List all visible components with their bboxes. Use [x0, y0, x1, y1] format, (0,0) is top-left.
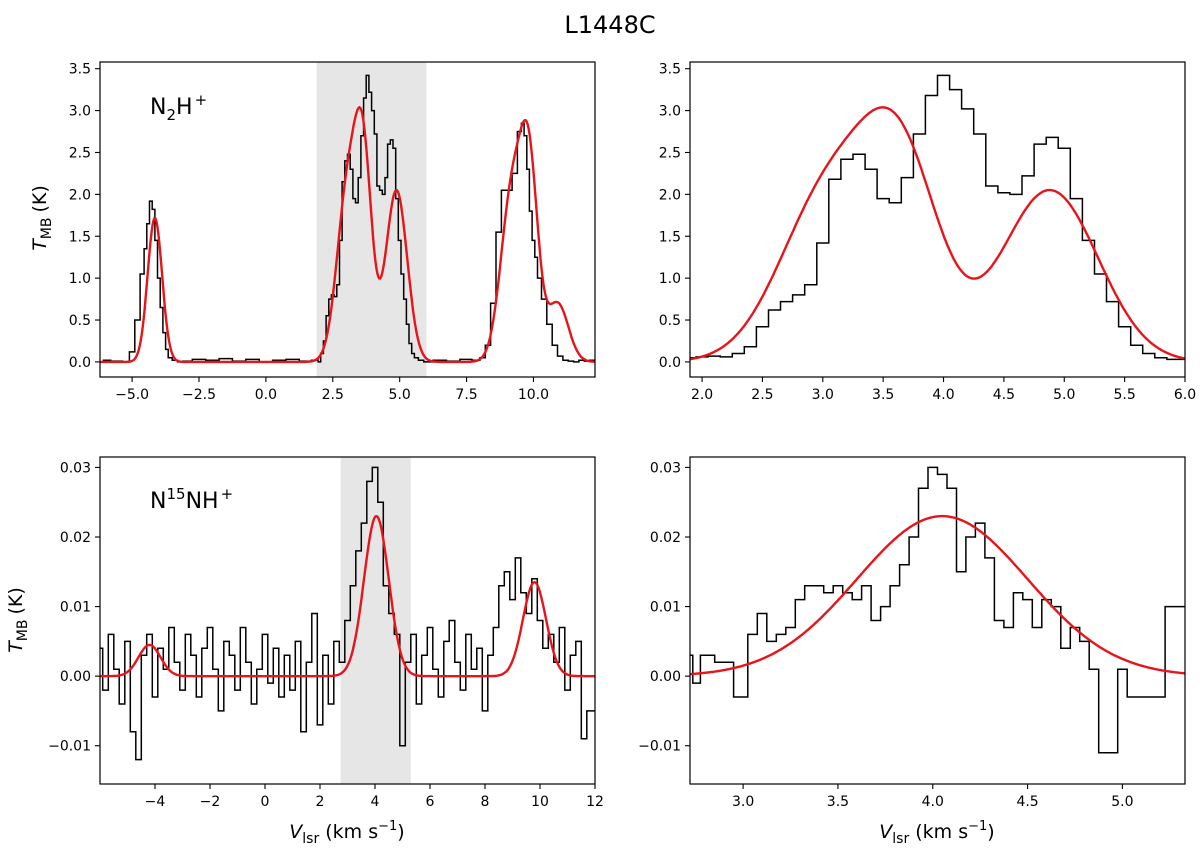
figure-title: L1448C — [564, 11, 655, 39]
y-tick-label: 1.5 — [69, 229, 91, 245]
model-fit-line — [100, 514, 595, 678]
axes-frame — [689, 61, 1186, 378]
x-tick-label: 7.5 — [455, 387, 477, 403]
observed-spectrum-line — [690, 466, 1185, 754]
axes-frame — [689, 456, 1186, 785]
x-tick-label: 5.5 — [1114, 387, 1136, 403]
y-tick-label: −0.01 — [638, 739, 681, 755]
y-tick-label: −0.01 — [48, 739, 91, 755]
y-axis-title-bottom: TMB(K) — [5, 587, 31, 653]
n15nh-full-panel: −4 −2 0 2 4 6 8 10 12 −0.01 0.00 0.01 0.02 0.03 — [48, 456, 604, 810]
x-tick-label: 4.0 — [922, 794, 944, 810]
y-tick-label: 0.0 — [659, 355, 681, 371]
x-tick-label: 8 — [481, 794, 490, 810]
observed-spectrum-line — [100, 466, 595, 761]
y-axis-title-top: TMB(K) — [29, 185, 55, 251]
x-tick-label: 12 — [586, 794, 604, 810]
y-tick-label: 0.01 — [60, 600, 91, 616]
n2h-species-label: N2H + — [150, 91, 207, 124]
y-tick-label: 1.5 — [659, 229, 681, 245]
x-tick-label: 4 — [371, 794, 380, 810]
y-tick-label: 3.5 — [69, 62, 91, 78]
x-tick-label: −2 — [200, 794, 221, 810]
x-tick-label: 10.0 — [518, 387, 549, 403]
x-tick-label: 0.0 — [255, 387, 277, 403]
y-tick-label: 2.0 — [69, 187, 91, 203]
x-axis-title-right: Vlsr (km s−1) — [879, 819, 994, 847]
x-tick-label: 4.5 — [993, 387, 1015, 403]
x-tick-label: 3.0 — [732, 794, 754, 810]
y-tick-label: 0.00 — [650, 669, 681, 685]
x-tick-label: 5.0 — [1053, 387, 1075, 403]
x-axis-title-left: Vlsr (km s−1) — [289, 819, 404, 847]
x-tick-label: −4 — [145, 794, 166, 810]
x-tick-label: 4.0 — [932, 387, 954, 403]
y-tick-label: 0.02 — [650, 530, 681, 546]
model-fit-line — [100, 105, 595, 364]
y-tick-label: 0.0 — [69, 355, 91, 371]
x-tick-label: 6.0 — [1174, 387, 1196, 403]
y-tick-label: 3.0 — [659, 104, 681, 120]
y-tick-label: 1.0 — [659, 271, 681, 287]
model-fit-line — [690, 514, 1185, 676]
y-tick-label: 0.00 — [60, 669, 91, 685]
x-tick-label: 2.0 — [691, 387, 713, 403]
observed-spectrum-line — [690, 74, 1185, 361]
x-tick-label: 3.0 — [812, 387, 834, 403]
x-tick-label: 3.5 — [872, 387, 894, 403]
y-tick-label: 3.5 — [659, 62, 681, 78]
x-tick-label: 5.0 — [389, 387, 411, 403]
y-tick-label: 0.5 — [69, 313, 91, 329]
y-tick-label: 2.5 — [69, 145, 91, 161]
x-tick-label: 2.5 — [322, 387, 344, 403]
model-fit-line — [690, 106, 1185, 361]
y-tick-label: 0.03 — [60, 460, 91, 476]
x-tick-label: 3.5 — [827, 794, 849, 810]
n2h-zoom-panel: 2.0 2.5 3.0 3.5 4.0 4.5 5.0 5.5 6.0 0.0 0.5 1.0 1.5 2… — [659, 61, 1196, 403]
x-tick-label: −5.0 — [115, 387, 149, 403]
y-tick-label: 0.03 — [650, 460, 681, 476]
n2h-full-panel: −5.0 −2.5 0.0 2.5 5.0 7.5 10.0 0.0 0.5 1.0 1.5 2.0 2… — [69, 61, 596, 403]
x-tick-label: 0 — [261, 794, 270, 810]
x-tick-label: 6 — [426, 794, 435, 810]
y-tick-label: 0.5 — [659, 313, 681, 329]
x-tick-label: 2 — [316, 794, 325, 810]
y-tick-label: 2.0 — [659, 187, 681, 203]
x-tick-label: 10 — [531, 794, 549, 810]
axes-frame — [99, 456, 596, 785]
x-tick-label: −2.5 — [182, 387, 216, 403]
y-tick-label: 0.01 — [650, 600, 681, 616]
x-tick-label: 4.5 — [1016, 794, 1038, 810]
y-tick-label: 0.02 — [60, 530, 91, 546]
axes-frame — [99, 61, 596, 378]
x-tick-label: 5.0 — [1111, 794, 1133, 810]
y-tick-label: 3.0 — [69, 104, 91, 120]
n15nh-zoom-panel: 3.0 3.5 4.0 4.5 5.0 −0.01 0.00 0.01 0.02 0.03 — [638, 456, 1186, 810]
n15nh-species-label: N15NH + — [150, 485, 233, 514]
observed-spectrum-line — [102, 74, 595, 363]
y-tick-label: 2.5 — [659, 145, 681, 161]
x-tick-label: 2.5 — [751, 387, 773, 403]
y-tick-label: 1.0 — [69, 271, 91, 287]
